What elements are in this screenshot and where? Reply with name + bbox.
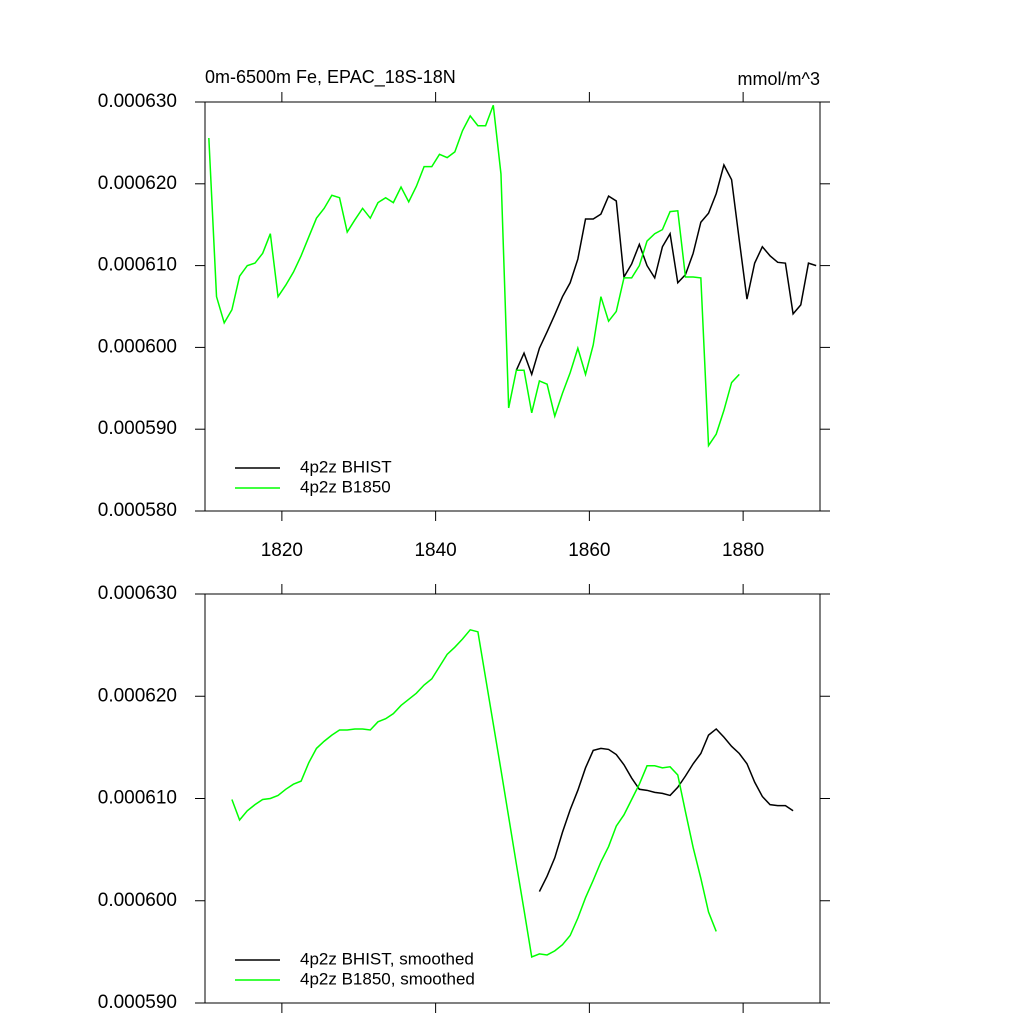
series-line [515,162,817,377]
x-tick-label: 1840 [414,540,456,561]
y-tick-label: 0.000600 [98,336,177,357]
y-tick-label: 0.000590 [98,992,177,1013]
x-tick-label: 1860 [568,540,610,561]
x-tick-label: 1880 [722,540,764,561]
y-tick-label: 0.000620 [98,685,177,706]
chart-title: 0m-6500m Fe, EPAC_18S-18N [205,67,456,88]
units-label: mmol/m^3 [738,69,820,89]
y-tick-label: 0.000590 [98,418,177,439]
plot-frame [204,593,821,1004]
legend-label: 4p2z B1850, smoothed [300,969,475,988]
y-tick-label: 0.000610 [98,788,177,809]
y-tick-label: 0.000610 [98,255,177,276]
x-tick-label: 1820 [261,540,303,561]
y-tick-label: 0.000630 [98,583,177,604]
plot-frame [204,101,821,512]
legend-label: 4p2z BHIST [300,457,392,476]
series-line [231,628,717,959]
legend-label: 4p2z BHIST, smoothed [300,949,474,968]
series-line [538,727,794,892]
legend-label: 4p2z B1850 [300,477,391,496]
y-tick-label: 0.000630 [98,91,177,112]
series-line [208,105,740,448]
y-tick-label: 0.000620 [98,173,177,194]
y-tick-label: 0.000600 [98,890,177,911]
y-tick-label: 0.000580 [98,500,177,521]
